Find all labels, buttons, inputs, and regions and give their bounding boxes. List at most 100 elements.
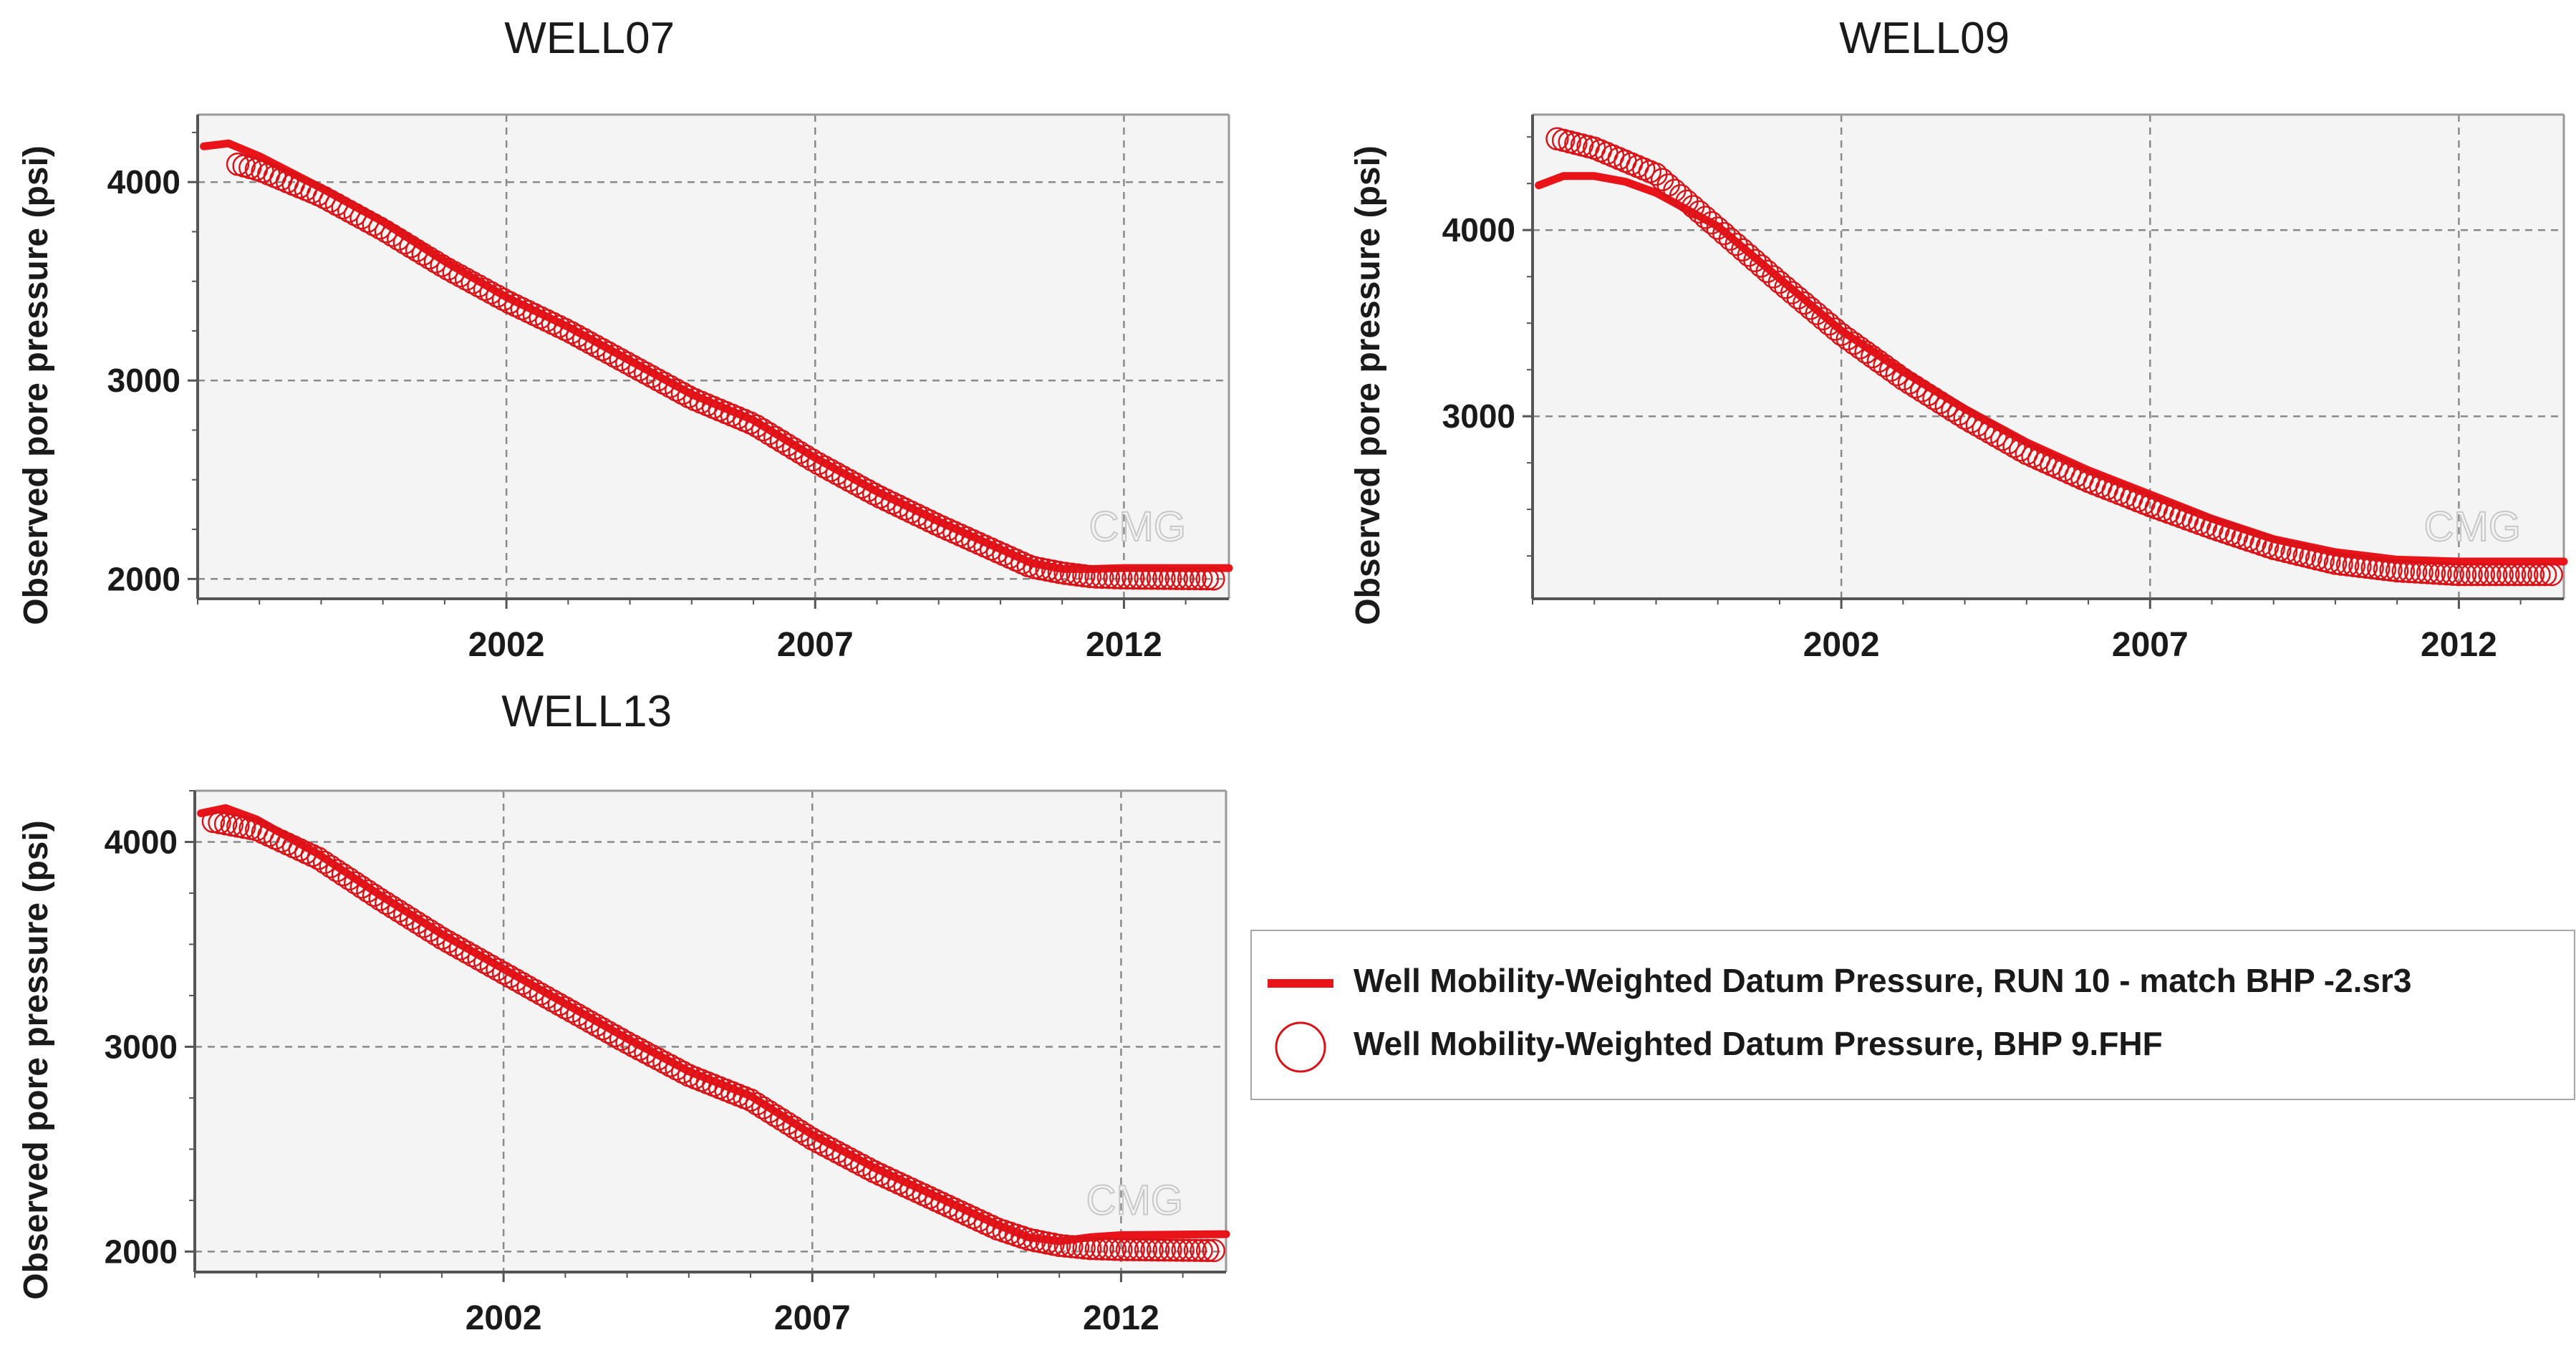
observed-point: [1972, 417, 1995, 440]
observed-point: [349, 206, 373, 230]
legend-label-observed: Well Mobility-Weighted Datum Pressure, B…: [1354, 1025, 2163, 1062]
observed-point: [2447, 563, 2471, 587]
x-tick-label: 2002: [465, 1299, 542, 1337]
y-tick-label: 4000: [1442, 211, 1515, 249]
observed-point: [2330, 552, 2353, 576]
observed-point: [634, 1041, 657, 1064]
chart-title: WELL07: [504, 14, 675, 63]
observed-point: [387, 899, 410, 923]
observed-point: [1096, 566, 1121, 589]
observed-point: [1059, 562, 1084, 586]
observed-point: [307, 847, 330, 870]
observed-point: [1152, 567, 1176, 590]
observed-point: [486, 284, 509, 308]
observed-point: [2354, 555, 2378, 579]
observed-point: [559, 321, 583, 345]
observed-point: [640, 365, 663, 388]
observed-point: [819, 458, 843, 482]
observed-point: [849, 475, 874, 499]
observed-point: [442, 261, 466, 284]
observed-point: [670, 381, 695, 405]
observed-point: [405, 239, 429, 262]
y-tick-label: 3000: [107, 362, 180, 399]
observed-point: [1195, 567, 1220, 591]
observed-point: [615, 1031, 639, 1054]
observed-point: [1202, 1238, 1225, 1263]
cmg-watermark: CMG: [2424, 504, 2521, 550]
observed-point: [776, 433, 799, 457]
observed-point: [1928, 390, 1952, 415]
observed-point: [609, 347, 632, 372]
observed-point: [356, 879, 380, 903]
chart-panel-well09: WELL09 Observed pore pressure (psi) 3000 40…: [1332, 0, 2576, 673]
observed-point: [590, 337, 614, 362]
observed-point: [1878, 358, 1903, 382]
observed-point: [1934, 395, 1958, 418]
observed-point: [1072, 564, 1096, 588]
x-tick-label: 2007: [777, 626, 854, 664]
observed-point: [1128, 1238, 1152, 1262]
observed-point: [541, 989, 565, 1013]
observed-point: [2478, 563, 2502, 587]
observed-point: [2502, 563, 2527, 587]
observed-point: [2391, 559, 2416, 583]
observed-point: [1091, 1237, 1114, 1261]
observed-point: [1910, 379, 1934, 403]
observed-point: [2459, 563, 2483, 587]
legend-item-observed: Well Mobility-Weighted Datum Pressure, B…: [1252, 1014, 2574, 1079]
observed-point: [1091, 565, 1114, 589]
observed-point: [375, 891, 398, 915]
observed-point: [571, 327, 596, 351]
observed-point: [2360, 556, 2384, 580]
observed-point: [343, 203, 367, 226]
plot-area: [195, 791, 1226, 1272]
observed-point: [2533, 563, 2557, 587]
observed-point: [801, 1127, 824, 1151]
y-tick-label: 4000: [107, 163, 180, 201]
observed-point: [343, 871, 367, 895]
observed-point: [2471, 563, 2496, 587]
observed-point: [566, 1003, 589, 1027]
observed-point: [337, 867, 361, 891]
observed-point: [491, 961, 516, 985]
observed-point: [658, 375, 682, 398]
legend-line-symbol: [1268, 979, 1333, 988]
observed-point: [436, 257, 460, 281]
observed-point: [806, 451, 830, 476]
chart-panel-well13: WELL13 Observed pore pressure (psi) 2000 30…: [0, 673, 1260, 1347]
observed-point: [1146, 1238, 1170, 1262]
observed-point: [1121, 566, 1145, 590]
observed-point: [627, 1037, 652, 1061]
observed-point: [2428, 562, 2452, 585]
observed-point: [2403, 560, 2428, 584]
observed-point: [423, 250, 448, 274]
observed-point: [844, 472, 867, 496]
observed-point: [2002, 435, 2026, 458]
observed-point: [498, 965, 521, 988]
observed-point: [1084, 565, 1108, 589]
y-tick-label: 2000: [107, 560, 180, 597]
observed-point: [831, 1143, 855, 1167]
observed-point: [590, 1017, 614, 1041]
observed-point: [800, 448, 824, 472]
observed-point: [1922, 387, 1946, 410]
observed-point: [1096, 1237, 1121, 1261]
observed-point: [1103, 1238, 1127, 1261]
observed-point: [751, 1096, 775, 1119]
observed-point: [781, 437, 806, 461]
observed-point: [1115, 1238, 1139, 1261]
observed-point: [2422, 561, 2446, 585]
observed-series: [226, 153, 1225, 591]
observed-point: [479, 954, 503, 978]
observed-point: [1984, 424, 2007, 448]
observed-point: [745, 1092, 768, 1116]
observed-point: [856, 478, 879, 503]
observed-point: [1916, 382, 1940, 407]
observed-point: [1977, 420, 2002, 444]
observed-point: [1965, 413, 1989, 437]
observed-point: [1990, 428, 2014, 451]
observed-point: [751, 418, 775, 442]
observed-point: [368, 887, 392, 911]
cmg-watermark: CMG: [1089, 504, 1186, 550]
observed-point: [640, 1044, 664, 1068]
